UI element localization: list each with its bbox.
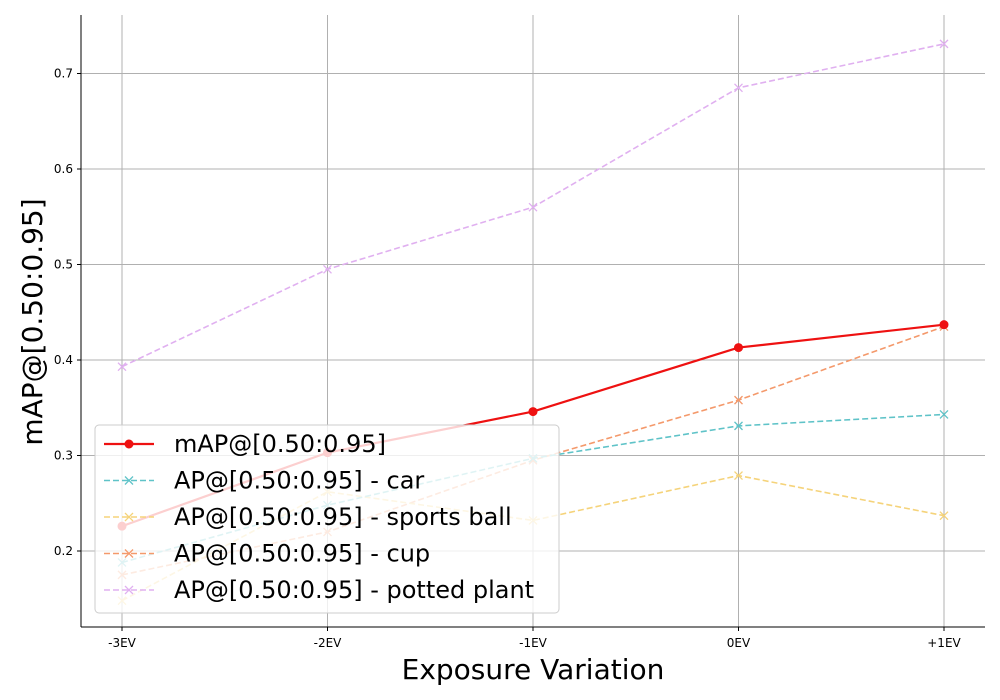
x-tick-label: -2EV (314, 636, 343, 650)
y-tick-label: 0.5 (54, 258, 73, 272)
data-point (939, 39, 949, 49)
x-ticks: -3EV -2EV -1EV 0EV +1EV (108, 627, 962, 650)
x-tick-label: -3EV (108, 636, 137, 650)
legend-label: mAP@[0.50:0.95] (174, 430, 386, 458)
x-tick-label: -1EV (519, 636, 548, 650)
y-tick-label: 0.6 (54, 162, 73, 176)
data-point (939, 409, 949, 419)
legend-entry: AP@[0.50:0.95] - sports ball (104, 503, 512, 531)
data-point (117, 362, 127, 372)
y-tick-label: 0.3 (54, 449, 73, 463)
data-point (939, 320, 949, 330)
legend-label: AP@[0.50:0.95] - cup (174, 540, 430, 568)
y-tick-label: 0.4 (54, 353, 73, 367)
data-point (528, 407, 538, 417)
legend-box (94, 424, 560, 614)
legend-marker (124, 476, 134, 485)
legend-entry: AP@[0.50:0.95] - potted plant (104, 576, 534, 604)
x-tick-label: +1EV (927, 636, 961, 650)
legend-entry: AP@[0.50:0.95] - car (104, 467, 424, 495)
data-point (323, 264, 332, 274)
legend-marker (124, 512, 134, 522)
y-axis-title: mAP@[0.50:0.95] (16, 198, 49, 445)
legend-label: AP@[0.50:0.95] - car (174, 467, 424, 495)
data-point (734, 471, 743, 481)
data-point (734, 395, 743, 405)
series-4 (117, 39, 949, 372)
data-point (734, 83, 743, 93)
legend-label: AP@[0.50:0.95] - sports ball (174, 503, 512, 531)
y-ticks: 0.2 0.3 0.4 0.5 0.6 0.7 (54, 67, 81, 558)
data-point (528, 202, 538, 212)
legend-entry: AP@[0.50:0.95] - cup (104, 540, 430, 568)
legend-entry: mAP@[0.50:0.95] (104, 430, 386, 458)
data-point (734, 343, 743, 353)
data-point (939, 511, 949, 521)
legend-marker (124, 585, 134, 595)
legend-marker (124, 549, 134, 558)
data-point (734, 421, 743, 431)
x-axis-title: Exposure Variation (402, 653, 665, 686)
legend-marker (124, 439, 134, 449)
y-tick-label: 0.2 (54, 544, 73, 558)
legend: mAP@[0.50:0.95] AP@[0.50:0.95] - car AP@[0… (94, 424, 560, 614)
x-tick-label: 0EV (727, 636, 751, 650)
y-tick-label: 0.7 (54, 67, 73, 81)
legend-label: AP@[0.50:0.95] - potted plant (174, 576, 534, 604)
